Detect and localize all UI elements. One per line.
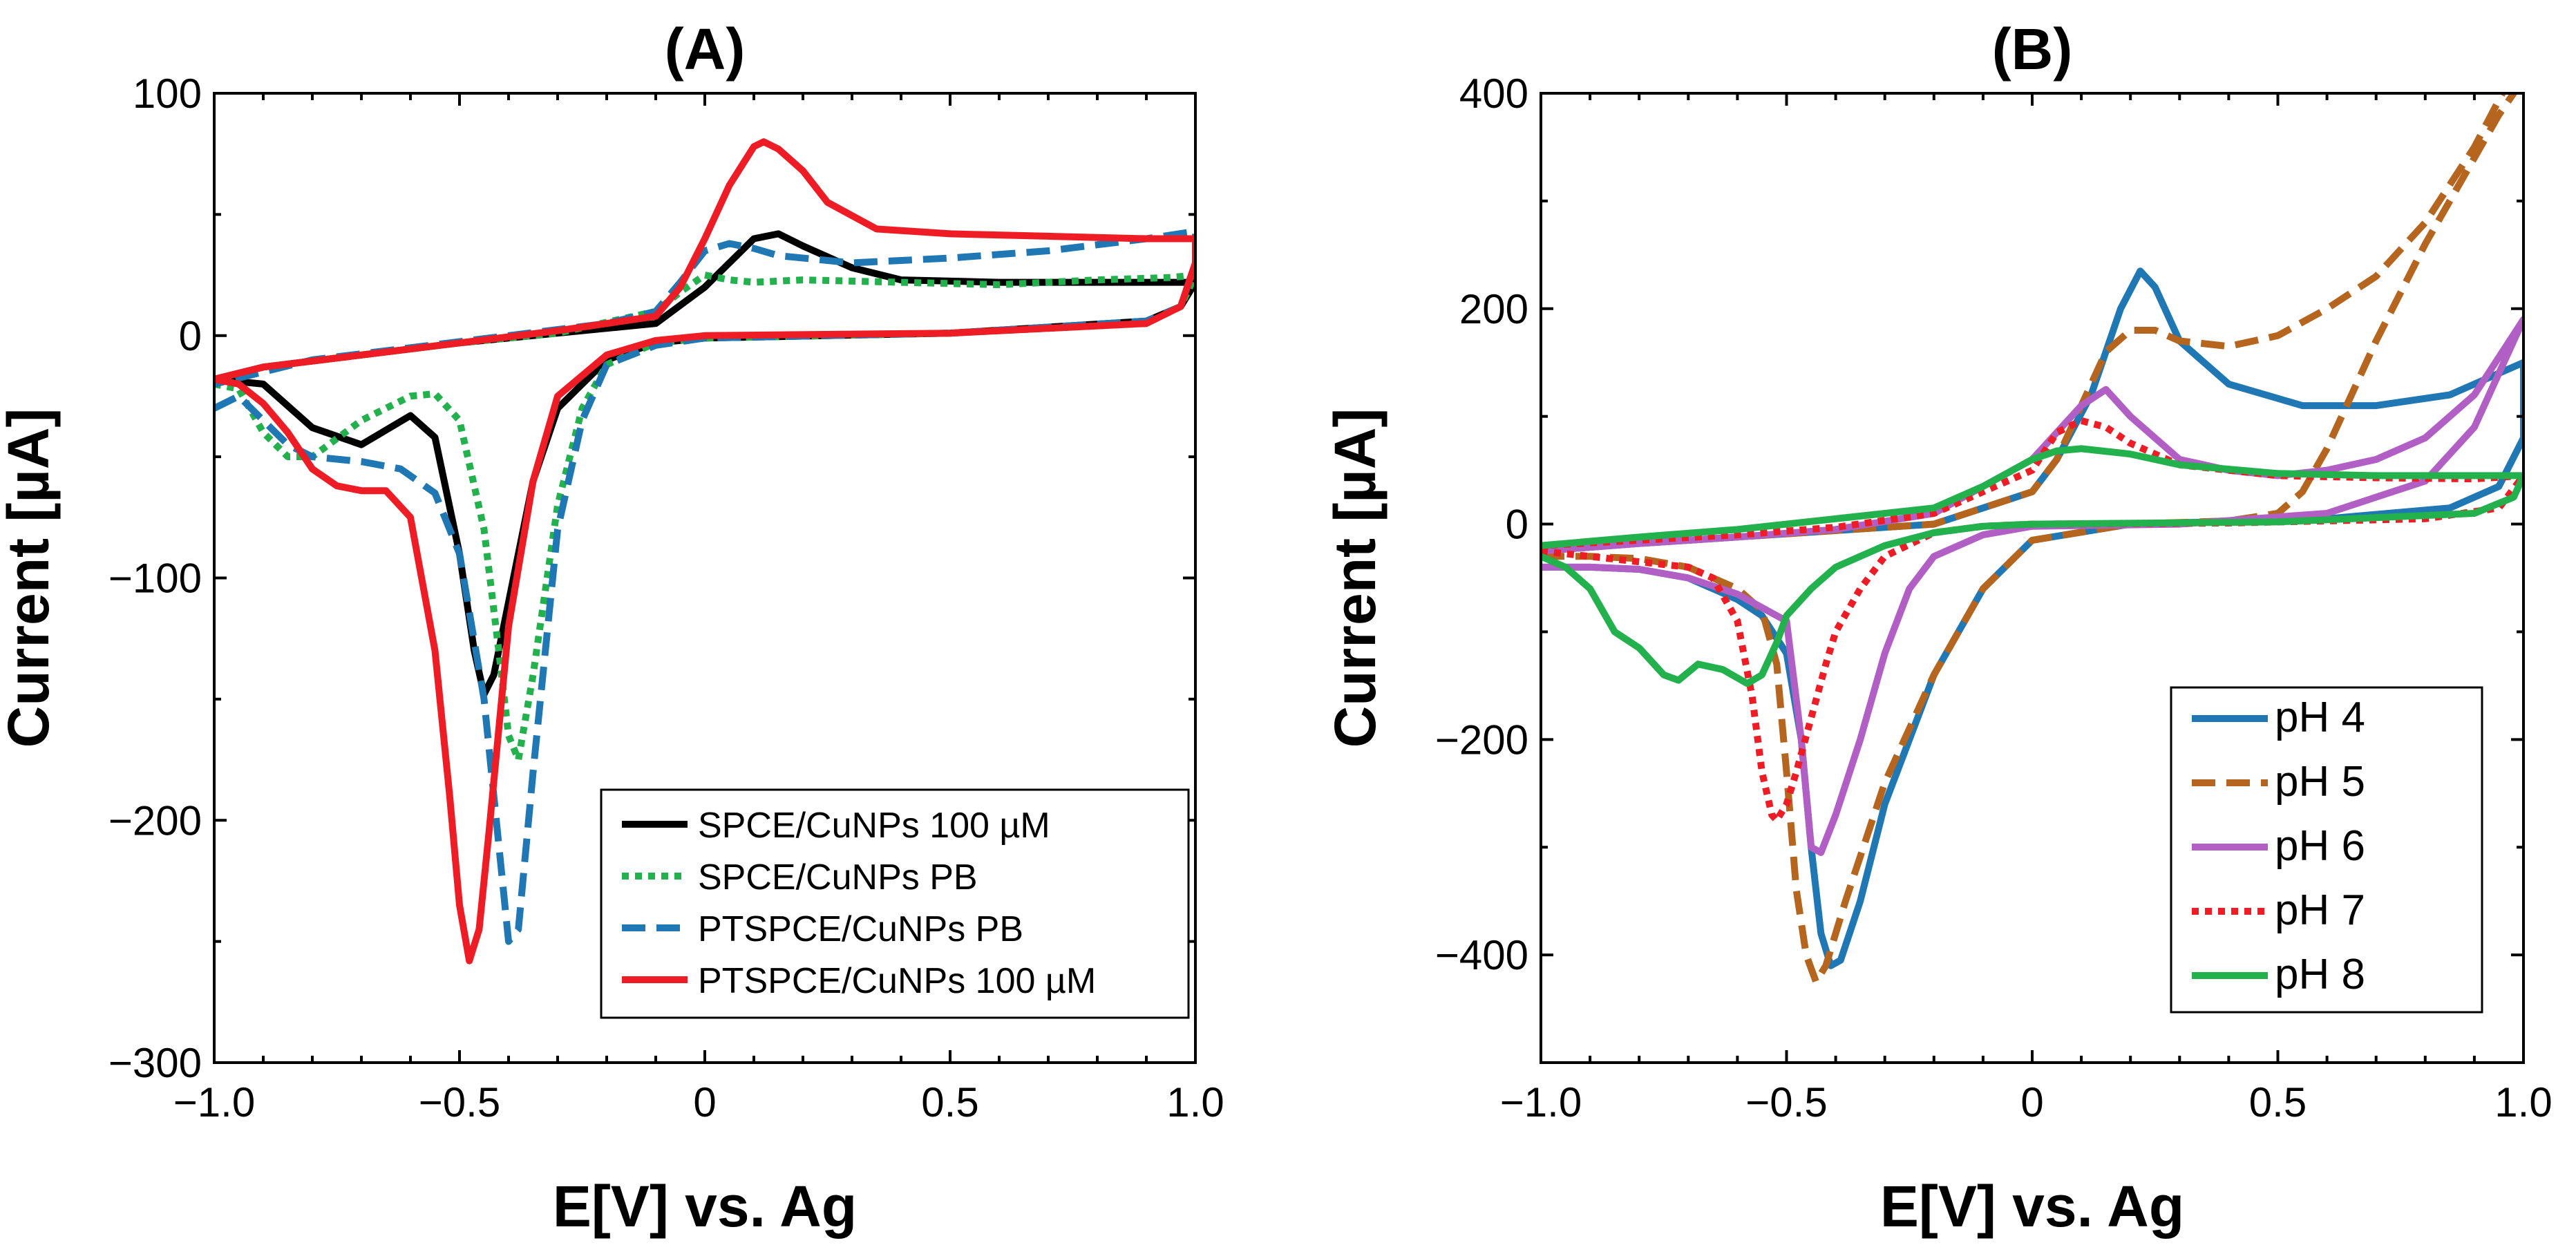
x-tick-label: 1.0: [1166, 1079, 1224, 1125]
y-tick-label: −400: [1435, 932, 1528, 978]
series-group: [1541, 93, 2523, 986]
chart-title: (B): [1992, 17, 2073, 82]
x-tick-label: −0.5: [419, 1079, 500, 1125]
y-tick-label: 0: [1506, 502, 1528, 548]
panel-b: −1.0 −0.5 0 0.5 1.0 400 200 0 −200 −400 (B) E[V] vs…: [1323, 17, 2553, 1239]
y-tick-label: 200: [1459, 286, 1528, 332]
legend-label: PTSPCE/CuNPs 100 µM: [698, 961, 1096, 1001]
x-tick-label: −0.5: [1745, 1079, 1827, 1125]
x-tick-label: 0: [693, 1079, 716, 1125]
x-axis-label: E[V] vs. Ag: [553, 1174, 857, 1239]
series-group: [214, 138, 1195, 965]
x-tick-label: 0.5: [921, 1079, 978, 1125]
legend: pH 4 pH 5 pH 6 pH 7 pH 8: [2170, 686, 2483, 1014]
y-tick-label: 0: [179, 313, 202, 359]
series-line-3: [1541, 316, 2523, 856]
series-line-2: [1541, 93, 2517, 986]
legend-label: pH 7: [2275, 886, 2365, 934]
legend-label: pH 5: [2275, 758, 2365, 806]
legend-label: PTSPCE/CuNPs PB: [698, 909, 1023, 949]
x-tick-label: 1.0: [2494, 1079, 2552, 1125]
series-line-4: [214, 138, 1195, 965]
series-line-5: [1541, 445, 2523, 687]
x-tick-label: −1.0: [1500, 1079, 1582, 1125]
legend: SPCE/CuNPs 100 µM SPCE/CuNPs PB PTSPCE/CuN…: [600, 788, 1190, 1019]
legend-label: pH 8: [2275, 951, 2365, 998]
y-tick-label: −200: [1435, 716, 1528, 763]
x-tick-label: 0: [2020, 1079, 2043, 1125]
y-tick-label: −300: [108, 1040, 202, 1086]
series-line-2: [214, 272, 1195, 763]
legend-box: [600, 788, 1190, 1019]
x-axis-label: E[V] vs. Ag: [1880, 1174, 2184, 1239]
legend-label: pH 4: [2275, 694, 2365, 741]
y-axis-label: Current [µA]: [1323, 408, 1388, 748]
y-tick-label: −200: [108, 797, 202, 844]
series-line-3: [214, 227, 1195, 945]
y-tick-label: 100: [133, 70, 202, 117]
y-tick-label: −100: [108, 555, 202, 602]
legend-label: SPCE/CuNPs PB: [698, 857, 978, 897]
panel-a: −1.0 −0.5 0 0.5 1.0 100 0 −100 −200 −300 (A) E[V] v…: [0, 17, 1224, 1239]
y-tick-label: 400: [1459, 70, 1528, 117]
legend-label: SPCE/CuNPs 100 µM: [698, 806, 1050, 846]
x-tick-label: −1.0: [173, 1079, 255, 1125]
x-tick-label: 0.5: [2249, 1079, 2307, 1125]
legend-label: pH 6: [2275, 822, 2365, 870]
y-axis-label: Current [µA]: [0, 408, 61, 748]
chart-title: (A): [665, 17, 746, 82]
